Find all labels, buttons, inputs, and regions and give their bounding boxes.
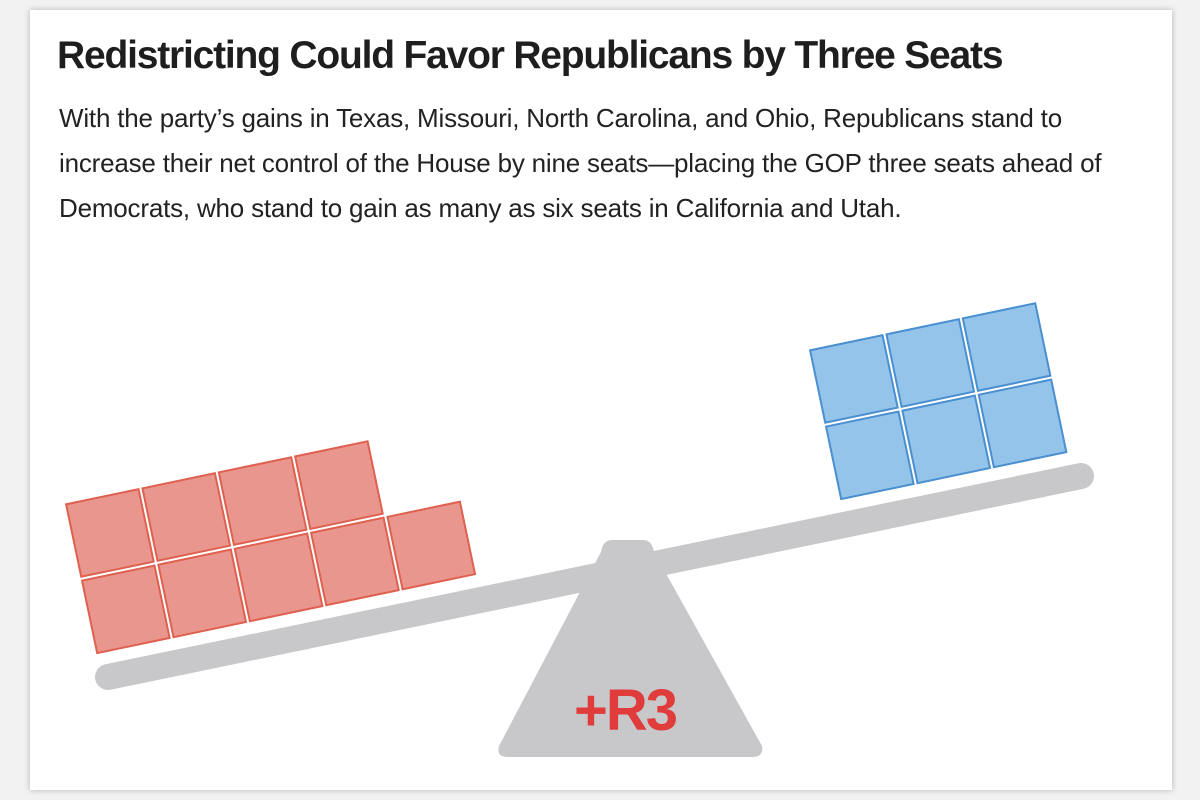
seat-square	[293, 440, 384, 531]
seat-square	[217, 456, 308, 547]
democratic-seats	[808, 302, 1068, 501]
seat-square	[80, 564, 171, 655]
seat-square	[901, 394, 992, 485]
seat-square	[824, 410, 915, 501]
seat-square	[808, 333, 899, 424]
seat-square	[157, 548, 248, 639]
seat-square	[141, 472, 232, 562]
republican-seats	[64, 440, 477, 655]
description: With the party’s gains in Texas, Missour…	[59, 103, 1102, 223]
seat-square	[386, 500, 477, 591]
fulcrum	[498, 540, 763, 757]
seat-square	[977, 378, 1068, 469]
net-label: +R3	[574, 678, 677, 743]
seat-square	[309, 516, 400, 607]
seat-square	[961, 302, 1052, 393]
seat-square	[64, 487, 155, 578]
seat-square	[233, 532, 324, 623]
title: Redistricting Could Favor Republicans by…	[57, 34, 1004, 77]
seat-square	[885, 318, 976, 408]
